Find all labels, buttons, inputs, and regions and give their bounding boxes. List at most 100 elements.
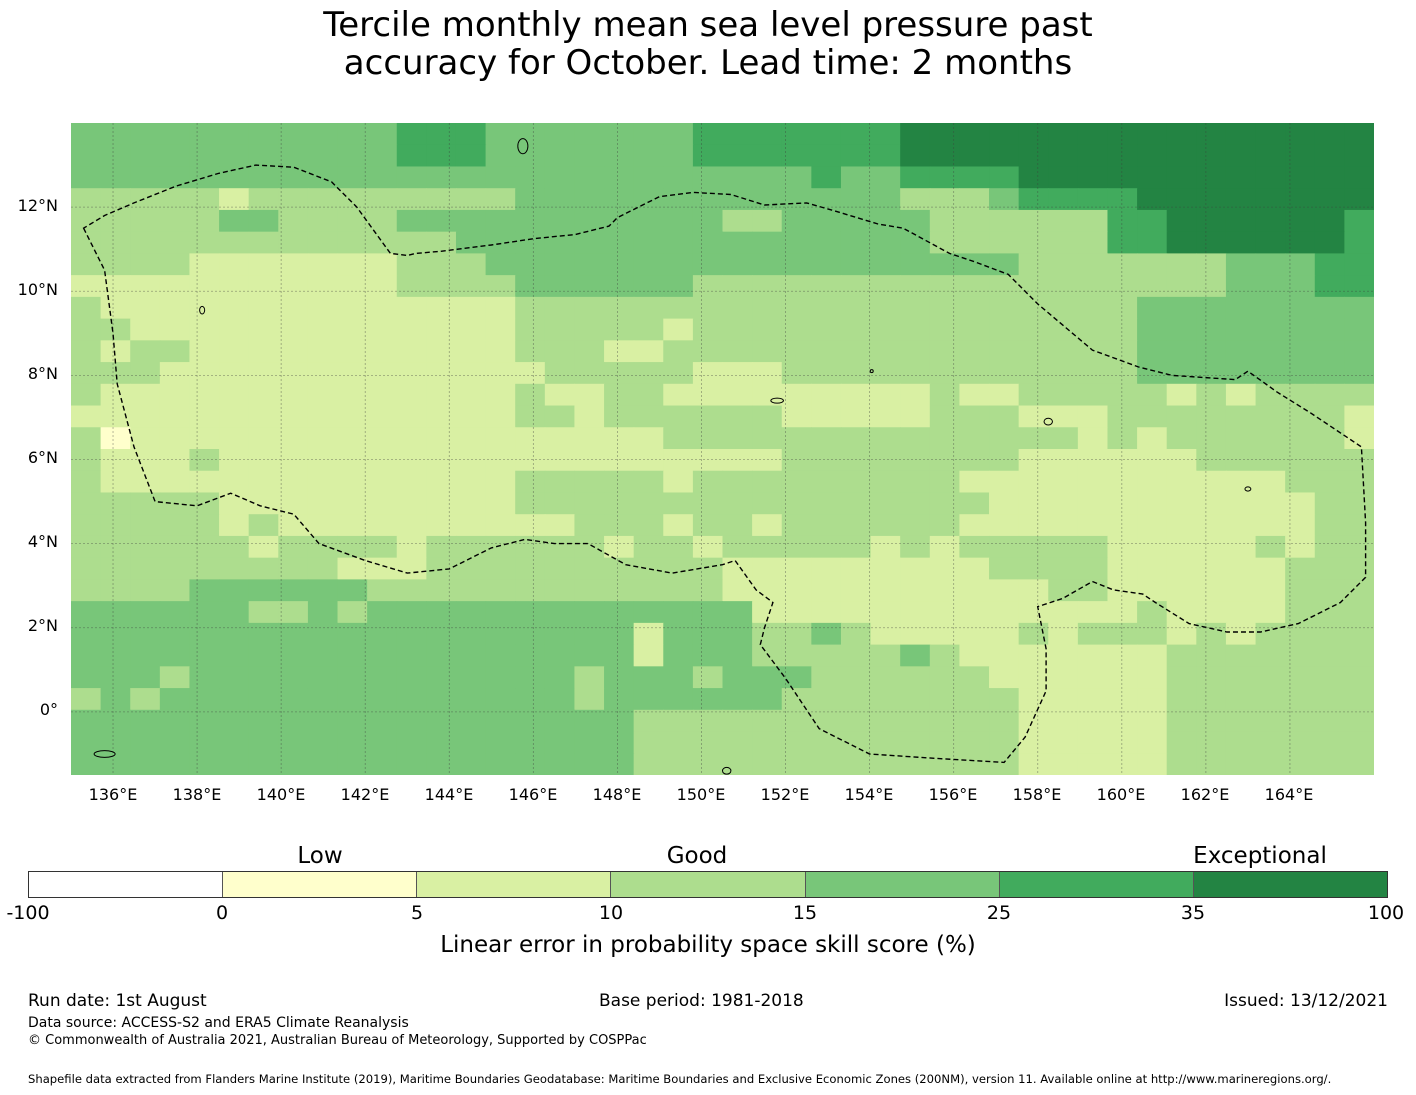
grid-cell — [722, 340, 753, 363]
grid-cell — [722, 622, 753, 646]
grid-cell — [1137, 470, 1168, 494]
grid-cell — [692, 449, 724, 472]
grid-cell — [811, 535, 842, 559]
grid-cell — [900, 601, 931, 624]
grid-cell — [1225, 535, 1257, 559]
grid-cell — [929, 622, 961, 646]
chart-title: Tercile monthly mean sea level pressure … — [0, 6, 1416, 82]
grid-cell — [396, 557, 427, 580]
lon-label-152e: 152°E — [760, 785, 810, 804]
grid-cell — [752, 557, 783, 580]
grid-cell — [870, 275, 901, 298]
grid-cell — [1077, 405, 1109, 428]
grid-cell — [337, 753, 368, 775]
grid-cell — [752, 166, 783, 189]
grid-cell — [929, 405, 961, 428]
grid-cell — [900, 514, 931, 537]
grid-cell — [396, 383, 427, 407]
grid-cell — [959, 253, 990, 276]
grid-cell — [455, 492, 487, 515]
grid-cell — [189, 383, 220, 407]
grid-cell — [811, 688, 842, 711]
grid-cell — [71, 405, 102, 428]
grid-cell — [1107, 275, 1138, 298]
grid-cell — [426, 470, 457, 494]
grid-cell — [544, 209, 576, 233]
grid-cell — [130, 318, 161, 341]
grid-cell — [100, 405, 131, 428]
grid-cell — [248, 123, 279, 146]
grid-cell — [1225, 166, 1257, 189]
grid-cell — [1137, 275, 1168, 298]
grid-cell — [1225, 188, 1257, 211]
grid-cell — [811, 753, 842, 775]
grid-cell — [929, 144, 961, 168]
grid-cell — [574, 514, 605, 537]
grid-cell — [1196, 622, 1227, 646]
grid-cell — [544, 688, 576, 711]
grid-cell — [929, 231, 961, 254]
grid-cell — [485, 340, 516, 363]
grid-cell — [515, 557, 546, 580]
grid-cell — [307, 579, 339, 602]
grid-cell — [278, 579, 309, 602]
grid-cell — [100, 296, 131, 320]
grid-cell — [752, 470, 783, 494]
grid-cell — [485, 362, 516, 385]
grid-cell — [1018, 688, 1049, 711]
grid-cell — [722, 470, 753, 494]
grid-cell — [337, 601, 368, 624]
grid-cell — [1314, 231, 1345, 254]
grid-cell — [1196, 231, 1227, 254]
grid-cell — [455, 144, 487, 168]
grid-cell — [100, 492, 131, 515]
grid-cell — [100, 144, 131, 168]
grid-cell — [989, 318, 1020, 341]
grid-cell — [219, 622, 250, 646]
grid-cell — [1077, 340, 1109, 363]
grid-cell — [663, 296, 694, 320]
grid-cell — [1225, 383, 1257, 407]
grid-cell — [1048, 731, 1079, 754]
grid-cell — [100, 427, 131, 450]
grid-cell — [71, 166, 102, 189]
grid-cell — [1077, 557, 1109, 580]
grid-cell — [1225, 622, 1257, 646]
grid-cell — [1018, 383, 1049, 407]
grid-cell — [485, 209, 516, 233]
grid-cell — [337, 166, 368, 189]
title-line-2: accuracy for October. Lead time: 2 month… — [343, 43, 1073, 83]
grid-cell — [604, 492, 635, 515]
grid-cell — [1344, 166, 1374, 189]
grid-cell — [1285, 188, 1316, 211]
grid-cell — [929, 492, 961, 515]
grid-cell — [1166, 427, 1197, 450]
lon-label-160e: 160°E — [1096, 785, 1146, 804]
grid-cell — [1314, 731, 1345, 754]
grid-cell — [870, 449, 901, 472]
grid-cell — [692, 557, 724, 580]
grid-cell — [752, 209, 783, 233]
grid-cell — [100, 601, 131, 624]
grid-cell — [1285, 231, 1316, 254]
grid-cell — [811, 666, 842, 689]
grid-cell — [1225, 731, 1257, 754]
grid-cell — [574, 209, 605, 233]
colorbar-tick-35: 35 — [1180, 902, 1206, 924]
grid-cell — [1107, 622, 1138, 646]
grid-cell — [130, 709, 161, 733]
grid-cell — [307, 449, 339, 472]
grid-cell — [485, 188, 516, 211]
grid-cell — [337, 405, 368, 428]
grid-cell — [870, 492, 901, 515]
grid-cell — [929, 362, 961, 385]
grid-cell — [929, 644, 961, 667]
grid-cell — [219, 427, 250, 450]
grid-cell — [100, 688, 131, 711]
grid-cell — [1166, 340, 1197, 363]
grid-cell — [1314, 166, 1345, 189]
grid-cell — [752, 231, 783, 254]
grid-cell — [1314, 405, 1345, 428]
grid-cell — [219, 731, 250, 754]
grid-cell — [1048, 253, 1079, 276]
